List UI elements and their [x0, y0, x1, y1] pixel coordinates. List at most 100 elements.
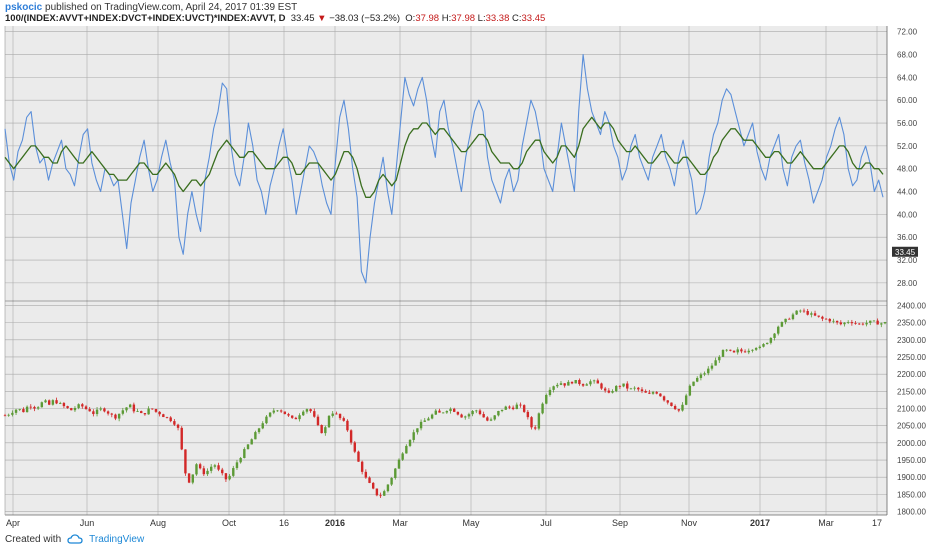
candle-body — [136, 411, 139, 412]
candle-body — [769, 337, 773, 343]
current-value-tag — [892, 246, 918, 257]
candle-body — [791, 314, 795, 320]
candle-body — [140, 411, 143, 414]
candle-body — [40, 402, 44, 408]
candle-body — [511, 407, 515, 410]
candle-body — [710, 365, 714, 369]
candle-body — [213, 465, 217, 467]
lower-y-tick-label: 2000.00 — [897, 439, 926, 448]
close-value: 33.45 — [521, 13, 546, 24]
candle-body — [342, 418, 345, 421]
author-name[interactable]: pskocic — [5, 2, 43, 13]
candle-body — [228, 475, 231, 480]
candle-body — [574, 380, 577, 384]
candle-body — [261, 423, 264, 429]
candle-body — [408, 439, 412, 446]
candle-body — [464, 416, 467, 418]
candle-body — [184, 449, 187, 474]
candle-body — [762, 344, 765, 347]
candle-body — [846, 322, 850, 323]
candle-body — [832, 320, 835, 322]
candle-body — [835, 320, 839, 323]
x-tick-label: Oct — [222, 518, 237, 528]
candle-body — [515, 404, 518, 410]
lower-y-tick-label: 2100.00 — [897, 405, 926, 414]
candle-body — [688, 385, 692, 396]
blue-series-line — [4, 53, 884, 284]
candle-body — [427, 418, 430, 421]
candle-body — [740, 349, 743, 352]
candle-body — [379, 495, 382, 497]
candle-body — [405, 445, 408, 454]
candle-body — [176, 424, 180, 428]
candle-body — [430, 414, 434, 419]
candle-body — [44, 400, 47, 403]
candle-body — [493, 415, 496, 420]
candle-body — [777, 326, 780, 334]
candle-body — [331, 413, 334, 416]
tradingview-brand[interactable]: TradingView — [89, 534, 145, 545]
candle-body — [703, 373, 706, 375]
candle-body — [257, 428, 261, 433]
candle-body — [338, 413, 342, 419]
candle-body — [585, 384, 588, 386]
candle-body — [73, 407, 77, 411]
candle-body — [55, 400, 58, 404]
lower-y-tick-label: 2350.00 — [897, 319, 926, 328]
candle-body — [103, 408, 106, 412]
candle-body — [3, 415, 7, 417]
candle-body — [633, 387, 636, 389]
lower-y-tick-label: 1850.00 — [897, 490, 926, 499]
candle-body — [198, 464, 202, 469]
candle-body — [736, 349, 739, 353]
candle-body — [500, 409, 504, 412]
green-series-line — [4, 116, 884, 198]
symbol-formula[interactable]: 100/(INDEX:AVVT+INDEX:DVCT+INDEX:UVCT)*I… — [5, 13, 286, 24]
candle-body — [843, 322, 846, 325]
candle-body — [283, 411, 287, 415]
candle-body — [666, 400, 669, 403]
candle-body — [294, 417, 298, 420]
candle-body — [59, 403, 62, 404]
candle-body — [765, 342, 769, 345]
candle-body — [603, 388, 607, 391]
candle-body — [438, 410, 441, 413]
low-label: L: — [477, 13, 486, 24]
candle-body — [246, 444, 250, 450]
publish-info: pskocic published on TradingView.com, Ap… — [5, 2, 297, 13]
candle-body — [25, 406, 29, 413]
candle-body — [250, 439, 253, 445]
candle-body — [77, 404, 80, 408]
candle-body — [795, 310, 798, 315]
candle-body — [47, 400, 51, 405]
candle-body — [151, 408, 154, 410]
x-tick-label: May — [462, 518, 480, 528]
candle-body — [383, 491, 386, 496]
candle-body — [456, 411, 460, 415]
candle-body — [861, 323, 865, 325]
candle-body — [718, 356, 721, 361]
candle-body — [880, 323, 883, 325]
upper-y-tick-label: 48.00 — [897, 165, 918, 174]
candle-body — [684, 395, 688, 405]
low-value: 33.38 — [485, 13, 510, 24]
upper-y-tick-label: 40.00 — [897, 210, 918, 219]
candle-body — [165, 417, 169, 418]
candle-body — [729, 349, 732, 351]
candle-body — [578, 380, 581, 385]
candle-body — [876, 320, 879, 325]
candle-body — [743, 351, 747, 353]
candle-body — [221, 469, 224, 474]
x-tick-label: Aug — [150, 518, 166, 528]
upper-y-tick-label: 56.00 — [897, 119, 918, 128]
candle-body — [751, 349, 754, 351]
candle-body — [224, 473, 228, 480]
high-label: H: — [441, 13, 452, 24]
candle-body — [419, 421, 423, 429]
candle-body — [265, 416, 268, 424]
candle-body — [132, 404, 136, 412]
candle-body — [471, 410, 474, 415]
candle-body — [158, 411, 161, 415]
candle-body — [254, 432, 257, 440]
